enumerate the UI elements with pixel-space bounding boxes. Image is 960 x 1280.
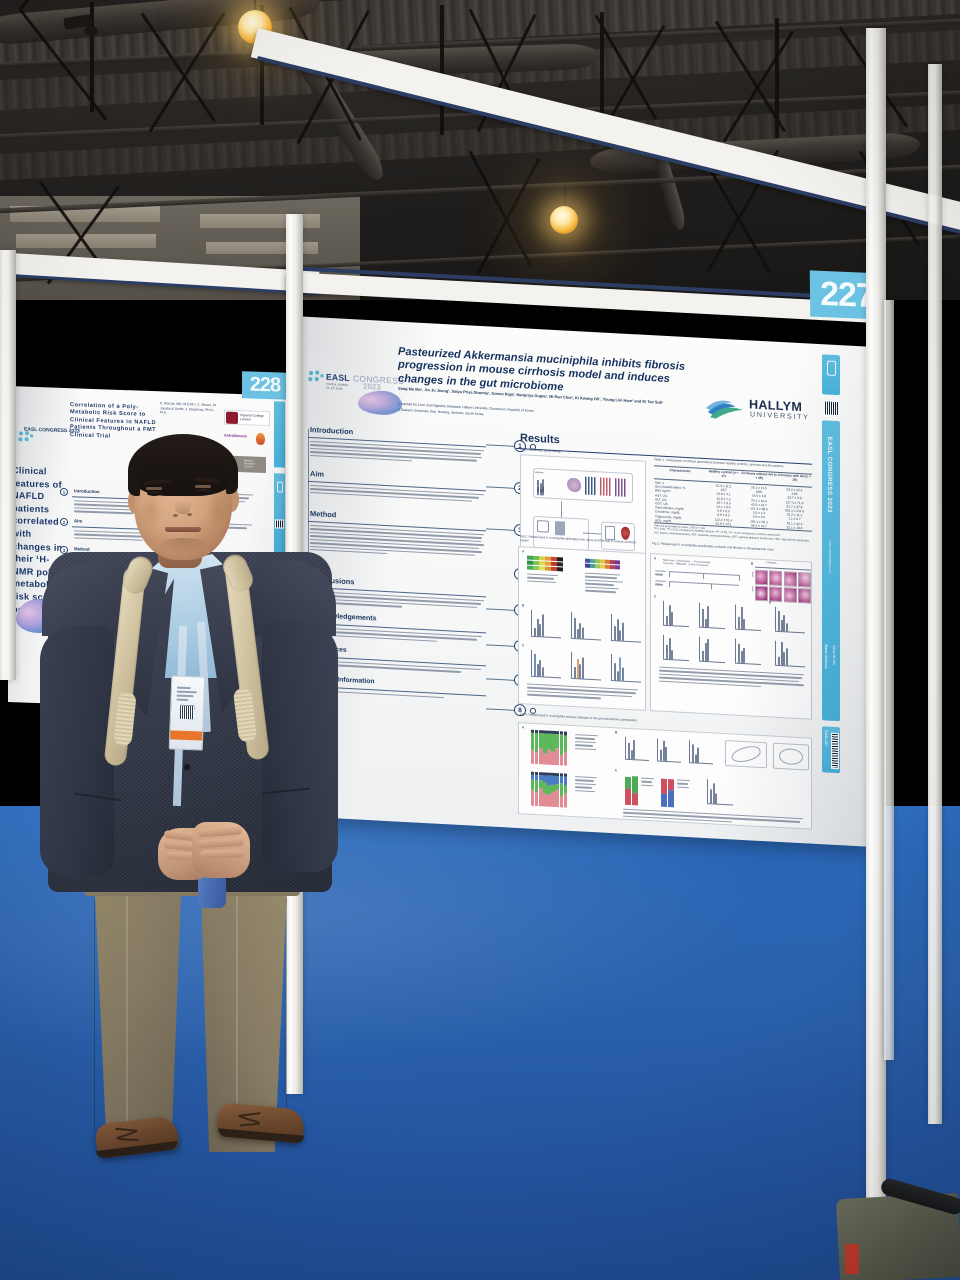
results-heading: Results [520,432,560,447]
comparison-table: Characteristic Healthy control (n = 17) … [654,465,812,545]
figure-2-panel: A [518,546,646,711]
blazer-sleeve-left [40,626,114,876]
liver-graphic [358,389,402,416]
microbiome-stacked-bars-phylum [531,771,568,808]
poster-board-228: EASL CONGRESS 2023 Correlation of a Poly… [8,386,300,713]
mouth [165,527,201,532]
shoe-right-laces [237,1111,272,1132]
table-col-characteristic: Characteristic [669,468,691,474]
poster-227-strip-presenter: Sang Mu Mo [832,644,836,666]
ceiling-pendant-light-2 [550,206,578,234]
figure-4-panel: A [518,722,812,830]
presenter-person [40,430,340,1190]
poster-228-authors: K. Rizzuti, MD, M.D.M.², C. Moore, M. Ja… [160,401,217,415]
eye-left [147,491,162,496]
table-col-group-1: Cirrhosis without AH (n = 38) [741,470,777,480]
poster-227-strip-url: www.easlcongress.eu [828,540,832,574]
eye-right [196,489,211,494]
poster-board-227: EASL CONGRESS Vienna, Austria 21-24 June … [292,316,870,847]
poster-227-qr-code-top[interactable] [824,400,839,417]
badge-text-lines [176,686,201,704]
badge-qr-code [179,704,195,720]
blazer-sleeve-right [262,622,338,872]
table-col-group-2: Cirrhosis with AH (n = 19) [777,472,812,482]
easl-congress-logo: EASL CONGRESS Vienna, Austria 21-24 June … [306,365,404,416]
badge-category-band [170,730,203,741]
mobile-app-icon [827,360,836,376]
blazer-shoulder-left [42,562,128,636]
hallym-wave-icon [706,396,746,422]
trouser-left-leg [94,878,182,1150]
bag-red-accent [845,1244,859,1274]
conference-badge [168,675,206,751]
booth-post-far-right [928,64,942,1124]
microbiome-stacked-bars-genus [531,729,568,766]
hall-ceiling [0,0,960,300]
booth-post-far-left [0,250,16,680]
poster-number-228: 228 [242,371,288,400]
poster-228-logo-imperial: Imperial College London [224,409,270,427]
hallym-university-logo: HALLYM UNIVERSITY [706,392,830,433]
poster-227-barcode[interactable] [831,732,839,770]
congress-location: Vienna, Austria 21-24 June [326,381,349,391]
table-col-group-0: Healthy control (n = 17) [708,469,739,478]
poster-227-strip-code: EASL-227 [824,730,828,747]
histology-image-grid [755,569,812,605]
nose [175,492,191,514]
hair [128,434,238,496]
booth-post-mid-right [884,300,894,1060]
figure-3-panel: A NOR mice Pasteurized + Thioacetamide TA… [650,553,812,720]
poster-227-strip-congress: EASL CONGRESS 2023 [826,436,833,514]
poster-227-strip-category: Basic Science [824,644,828,669]
